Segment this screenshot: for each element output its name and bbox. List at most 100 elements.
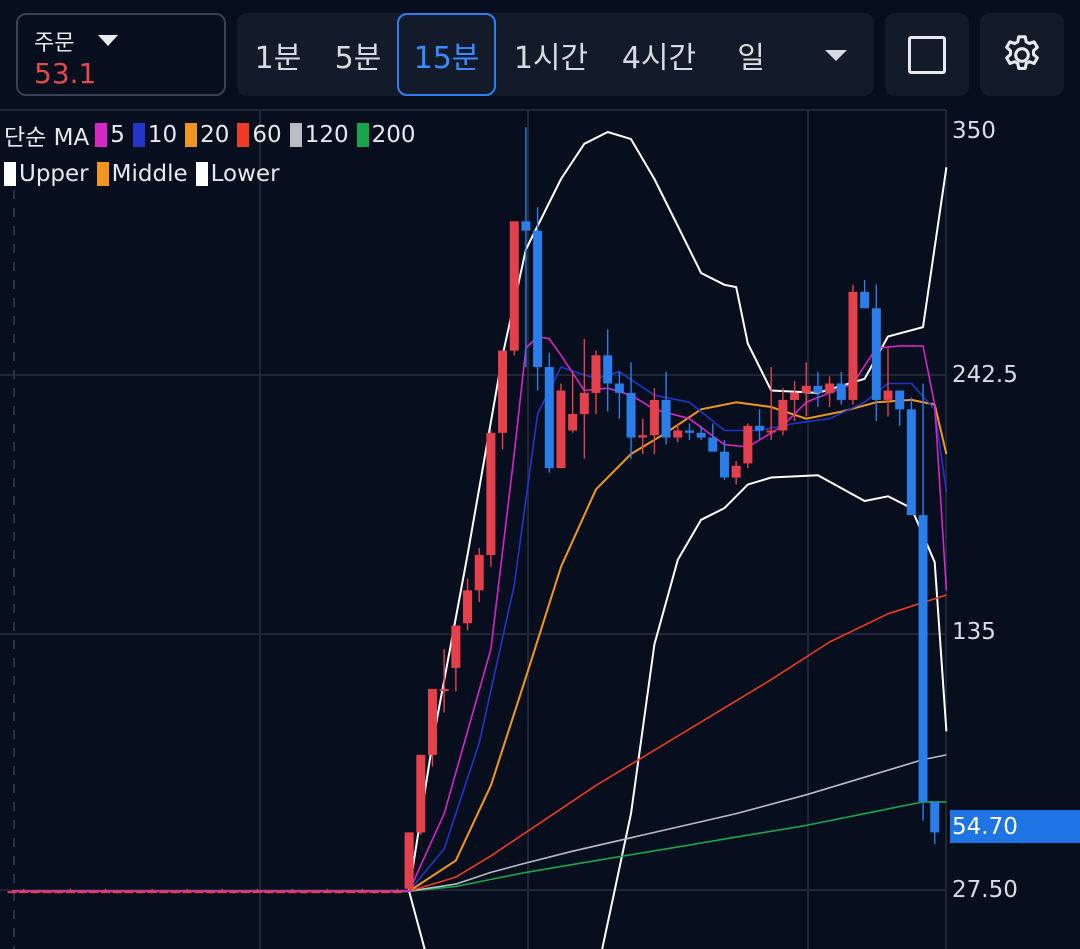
candle [100, 888, 110, 894]
candle [369, 891, 379, 894]
candle-body [696, 432, 706, 438]
candle [439, 649, 449, 713]
legend-swatch [237, 123, 250, 147]
candle [579, 338, 589, 459]
interval-4h[interactable]: 4시간 [621, 40, 697, 76]
interval-bar: 1분 5분 15분 1시간 4시간 일 [237, 13, 874, 96]
order-value: 53.1 [34, 57, 97, 90]
candle-body [918, 515, 928, 802]
candle [684, 423, 694, 440]
candle-body [299, 891, 309, 894]
candle-body [19, 891, 29, 894]
interval-5m[interactable]: 5분 [334, 40, 382, 76]
legend-ma-item: 10 [147, 122, 178, 148]
candle-body [346, 891, 356, 894]
gear-icon [1005, 34, 1039, 70]
candle [871, 284, 881, 422]
order-selector[interactable]: 주문 53.1 [16, 13, 226, 96]
candle-body [206, 891, 216, 894]
candle [498, 350, 508, 450]
settings-button[interactable] [980, 13, 1064, 96]
candle [206, 891, 216, 894]
candle [544, 352, 554, 473]
fullscreen-button[interactable] [885, 13, 969, 96]
candle [743, 423, 753, 469]
candle [673, 423, 683, 443]
candle [451, 625, 461, 692]
candle [661, 371, 671, 445]
candle [252, 888, 262, 894]
candle-body [801, 385, 811, 393]
candle-body [603, 355, 613, 384]
candle-body [474, 555, 484, 591]
candle [463, 578, 473, 631]
legend-ma: 단순 MA 5 10 20 60 120 200 [4, 118, 416, 152]
legend-swatch [356, 123, 369, 147]
candle-body [171, 891, 181, 894]
legend-bb-item: Upper [19, 161, 89, 187]
candle [334, 891, 344, 894]
candle [416, 754, 426, 835]
candle-body [883, 390, 893, 400]
interval-15m[interactable]: 15분 [397, 13, 496, 96]
candle [649, 388, 659, 455]
candle-body [568, 414, 578, 431]
candle-body [463, 590, 473, 624]
candle-body [77, 891, 87, 894]
candle [264, 891, 274, 894]
candles [7, 127, 940, 894]
candle-body [825, 383, 835, 393]
candle-body [229, 891, 239, 894]
candle-body [813, 385, 823, 393]
candle [755, 409, 765, 440]
candle [287, 888, 297, 894]
legend-bb: Upper Middle Lower [4, 161, 280, 187]
candle [521, 127, 531, 368]
price-tick: 350 [952, 118, 996, 144]
candle-body [369, 891, 379, 894]
candle [392, 888, 402, 894]
candle [229, 891, 239, 894]
interval-1d[interactable]: 일 [737, 40, 765, 76]
candle-body [392, 891, 402, 894]
candle [638, 418, 648, 455]
interval-1h[interactable]: 1시간 [513, 40, 589, 76]
candle [930, 801, 940, 845]
candle [30, 891, 40, 894]
ma-60-line [12, 594, 947, 893]
candle [299, 891, 309, 894]
candle-body [848, 291, 858, 400]
chevron-down-icon[interactable] [825, 50, 847, 61]
candle [357, 888, 367, 894]
candle-body [906, 409, 916, 516]
legend-bb-item: Lower [210, 161, 280, 187]
candle-body [860, 291, 870, 309]
candle-body [7, 891, 17, 894]
candle [906, 397, 916, 516]
candle-body [930, 801, 940, 833]
candle-body [673, 430, 683, 438]
candle-body [147, 891, 157, 894]
legend-ma-item: 60 [252, 122, 282, 148]
candle [486, 430, 496, 567]
candle-body [54, 891, 64, 894]
candle [825, 376, 835, 407]
candle-body [836, 383, 846, 400]
candle-body [194, 891, 204, 894]
candle [731, 461, 741, 485]
candle-body [649, 399, 659, 436]
bollinger-middle-line [12, 398, 948, 893]
candle [7, 891, 17, 894]
candle [124, 891, 134, 894]
interval-1m[interactable]: 1분 [254, 40, 302, 76]
candle [801, 362, 811, 417]
candle [194, 891, 204, 894]
legend-ma-item: 20 [200, 122, 230, 148]
candle-body [416, 754, 426, 833]
candle [533, 207, 543, 391]
candle [346, 891, 356, 894]
candle-body [30, 891, 40, 894]
candle-body [287, 891, 297, 894]
candle [217, 888, 227, 894]
